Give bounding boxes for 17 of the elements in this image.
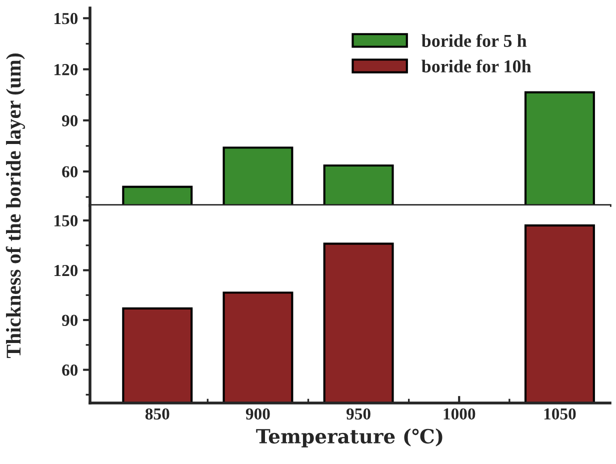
x-axis-title: Temperature (℃)	[256, 428, 442, 448]
x-tick-label: 1050	[544, 408, 576, 420]
x-tick-label: 900	[246, 408, 270, 420]
y-tick-label: 150	[54, 12, 78, 24]
y-tick-label: 120	[54, 264, 78, 276]
y-tick-label: 150	[54, 215, 78, 226]
legend-label: boride for 10h	[422, 60, 532, 72]
y-axis-title: Thickness of the boride layer (um)	[6, 54, 25, 358]
y-tick-label: 60	[62, 364, 78, 376]
y-tick-label: 120	[54, 64, 78, 76]
legend-label: boride for 5 h	[422, 34, 527, 47]
y-tick-label: 90	[62, 314, 78, 326]
y-tick-label: 90	[62, 115, 78, 126]
x-tick-label: 1000	[444, 408, 476, 420]
x-tick-label: 950	[346, 408, 370, 420]
y-tick-label: 60	[62, 166, 78, 178]
x-tick-label: 850	[145, 408, 170, 420]
